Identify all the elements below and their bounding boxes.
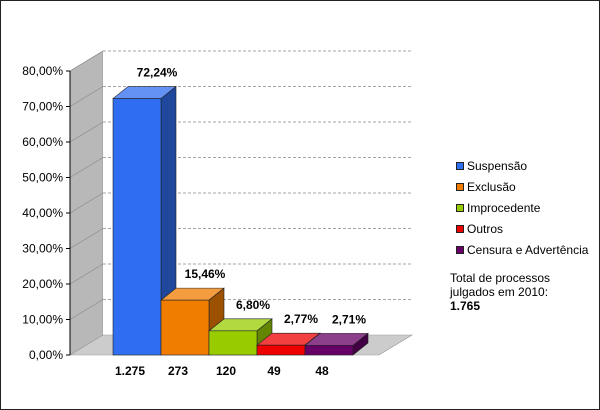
gridline-side [69,157,104,178]
legend-item: Improcedente [456,197,588,218]
x-tick-label: 120 [216,364,236,378]
y-tick-label: 0,00% [29,348,63,362]
y-tick-label: 20,00% [22,277,63,291]
x-tick-label: 273 [168,364,188,378]
legend-swatch [456,203,464,212]
legend-item: Censura e Advertência [456,239,588,260]
y-tick-label: 30,00% [22,242,63,256]
y-tick-label: 60,00% [22,135,63,149]
gridline-side [69,50,104,72]
gridline-side [69,192,104,214]
x-tick-label: 1.275 [115,364,145,378]
legend-swatch [456,245,464,254]
bar [112,98,162,356]
bar [256,344,306,356]
y-tick-label: 50,00% [22,171,63,185]
gridline-side [69,86,104,107]
x-tick-label: 48 [315,364,329,378]
data-label: 2,77% [284,312,318,326]
gridline-side [69,121,104,143]
bar [304,345,354,356]
legend-label: Improcedente [467,200,541,215]
y-tick-label: 40,00% [22,206,63,220]
legend-swatch [456,161,464,170]
total-note: Total de processos julgados em 2010: 1.7… [450,271,590,313]
total-note-value: 1.765 [450,299,481,313]
data-label: 72,24% [137,66,178,80]
legend-item: Exclusão [456,176,588,197]
bar [160,299,210,356]
total-note-line1: Total de processos [450,271,551,285]
legend-label: Censura e Advertência [467,242,589,257]
legend-item: Suspensão [456,155,588,176]
data-label: 15,46% [185,267,226,281]
y-tick-label: 10,00% [22,313,63,327]
data-label: 2,71% [332,312,366,326]
y-tick-label: 70,00% [22,100,63,114]
total-note-line2: julgados em 2010: [450,285,549,299]
legend-swatch [456,224,464,233]
y-tick-label: 80,00% [22,64,63,78]
data-label: 6,80% [236,298,270,312]
gridline-side [69,299,104,320]
gridline-side [69,228,104,249]
legend-label: Suspensão [467,158,528,173]
legend-label: Exclusão [467,179,516,194]
gridline-side [69,263,104,285]
x-tick-label: 49 [267,364,281,378]
bar [208,330,258,356]
legend-swatch [456,182,464,191]
legend-item: Outros [456,218,588,239]
legend: Suspensão Exclusão Improcedente Outros Censu… [456,155,588,260]
legend-label: Outros [467,221,504,236]
